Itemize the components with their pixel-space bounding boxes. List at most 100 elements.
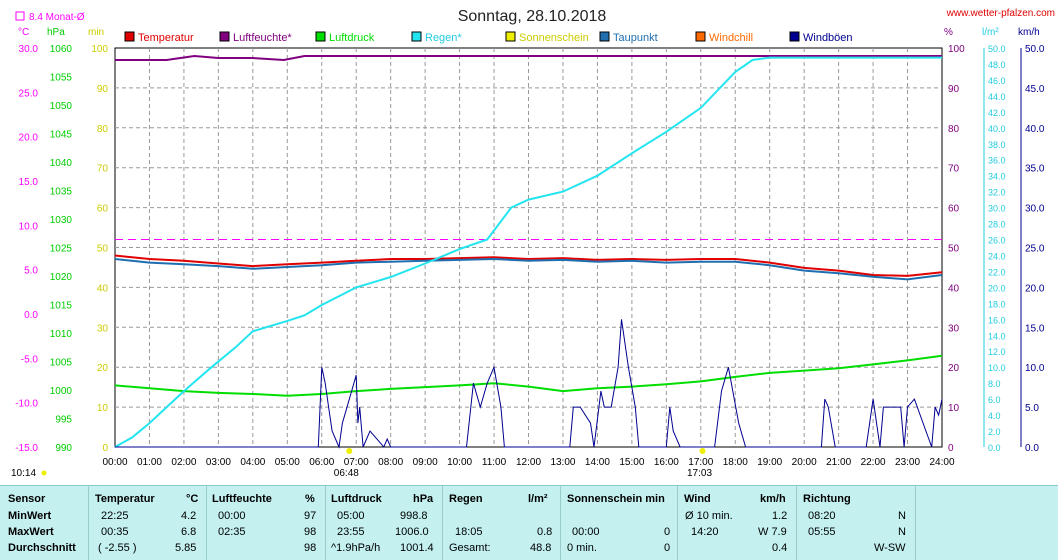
max-dir-value: N [898,526,906,538]
avg-wind-value: 0.4 [772,542,788,554]
rain-tick-label: 10.0 [988,363,1006,373]
rain-tick-label: 20.0 [988,283,1006,293]
rain-tick-label: 38.0 [988,140,1006,150]
percent-tick-label: 90 [948,84,960,95]
percent-tick-label: 50 [948,244,960,255]
wind-tick-label: 10.0 [1025,363,1045,374]
header-temperature: Temperatur [95,493,155,505]
max-rain-value: 0.8 [537,526,553,538]
row-label-min: MinWert [8,510,52,522]
x-tick-label: 05:00 [275,457,300,468]
legend-swatch [599,31,610,42]
legend-label: Taupunkt [613,32,658,44]
header-rain: Regen [449,493,483,505]
min-dir-value: N [898,510,906,522]
chart-title: Sonntag, 28.10.2018 [458,8,607,25]
temp-tick-label: 25.0 [19,88,39,99]
pressure-tick-label: 1030 [50,215,73,226]
legend-label: Windböen [803,32,853,44]
header-press-unit: hPa [413,493,434,505]
month-avg-label: 8.4 Monat-Ø [29,12,85,23]
header-wind-unit: km/h [760,493,786,505]
table-divider [796,486,797,560]
header-hum-unit: % [305,493,315,505]
rain-tick-label: 50.0 [988,44,1006,54]
weather-chart: Sonntag, 28.10.2018 www.wetter-pfalzen.c… [11,8,1055,479]
minutes-tick-label: 0 [102,443,108,454]
pressure-tick-label: 1005 [50,358,73,369]
rain-tick-label: 42.0 [988,108,1006,118]
series-line-regen [114,56,942,448]
rain-tick-label: 0.0 [988,443,1001,453]
percent-unit: % [944,27,953,38]
x-tick-label: 11:00 [482,457,507,468]
x-tick-label: 01:00 [137,457,162,468]
series-line-temperatur [114,254,943,277]
pressure-tick-label: 1000 [50,386,73,397]
minutes-tick-label: 60 [97,204,109,215]
minutes-tick-label: 80 [97,124,109,135]
wind-tick-label: 35.0 [1025,164,1045,175]
rain-tick-label: 24.0 [988,251,1006,261]
temp-tick-label: 30.0 [19,44,39,55]
min-hum-time: 00:00 [218,510,246,522]
rain-tick-label: 36.0 [988,156,1006,166]
max-wind-time: 14:20 [691,526,719,538]
max-rain-time: 18:05 [455,526,483,538]
max-dir-time: 05:55 [808,526,836,538]
header-humidity: Luftfeuchte [212,493,272,505]
minutes-tick-label: 20 [97,363,109,374]
max-sun-time: 00:00 [572,526,600,538]
legend-swatch [219,31,230,42]
temp-unit: °C [18,27,29,38]
series-line-taupunkt [114,257,943,281]
x-tick-label: 19:00 [757,457,782,468]
wind-tick-label: 45.0 [1025,84,1045,95]
minutes-tick-label: 100 [91,44,108,55]
wind-tick-label: 30.0 [1025,204,1045,215]
pressure-tick-label: 1010 [50,329,73,340]
x-tick-label: 21:00 [826,457,851,468]
legend-label: Temperatur [138,32,194,44]
percent-tick-label: 100 [948,44,965,55]
rain-tick-label: 26.0 [988,236,1006,246]
legend-swatch [789,31,800,42]
x-tick-label: 09:00 [413,457,438,468]
max-temp-time: 00:35 [101,526,129,538]
table-divider [677,486,678,560]
x-tick-label: 04:00 [240,457,265,468]
statistics-table: Sensor Temperatur °C Luftfeuchte % Luftd… [0,485,1058,560]
pressure-tick-label: 1035 [50,187,73,198]
legend-swatch [124,31,135,42]
x-tick-label: 06:00 [309,457,334,468]
x-tick-label: 02:00 [171,457,196,468]
wind-tick-label: 25.0 [1025,244,1045,255]
minutes-tick-label: 10 [97,403,109,414]
row-label-max: MaxWert [8,526,54,538]
table-divider [915,486,916,560]
min-wind-value: 1.2 [772,510,788,522]
wind-tick-label: 20.0 [1025,283,1045,294]
min-wind-label: Ø 10 min. [685,510,733,522]
wind-tick-label: 50.0 [1025,44,1045,55]
x-tick-label: 23:00 [895,457,920,468]
sun-marker-icon [699,448,706,454]
max-hum-value: 98 [304,526,317,538]
percent-tick-label: 80 [948,124,960,135]
pressure-tick-label: 990 [55,443,72,454]
rain-tick-label: 44.0 [988,92,1006,102]
legend-label: Windchill [709,32,753,44]
x-tick-label: 10:00 [447,457,472,468]
table-divider [88,486,89,560]
percent-tick-label: 70 [948,164,960,175]
minutes-tick-label: 70 [97,164,109,175]
avg-press-value: 1001.4 [400,542,434,554]
temp-tick-label: -15.0 [15,443,38,454]
rain-tick-label: 8.0 [988,379,1001,389]
wind-unit: km/h [1018,27,1040,38]
table-divider [206,486,207,560]
sun-duration-label: 10:14 [11,468,36,479]
site-url: www.wetter-pfalzen.com [946,8,1055,19]
max-wind-value: W 7.9 [758,526,787,538]
pressure-tick-label: 1060 [50,44,73,55]
